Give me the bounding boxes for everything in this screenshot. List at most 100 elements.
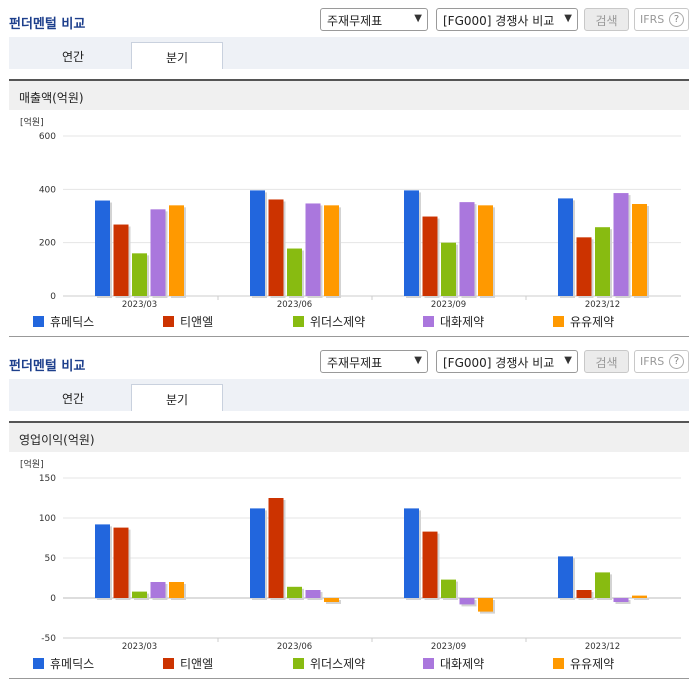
bar[interactable] [613,598,629,602]
bar[interactable] [576,237,592,296]
period-tabs: 연간 분기 [9,379,689,411]
y-tick-label: 100 [39,514,56,524]
legend-label: 대화제약 [440,315,485,329]
search-button[interactable]: 검색 [584,350,629,373]
bar[interactable] [268,199,284,296]
metric-label: 영업이익(억원) [19,433,95,447]
ifrs-help-button[interactable]: IFRS ? [634,8,689,31]
bar[interactable] [324,205,339,296]
section-title: 펀더멘털 비교 [9,17,86,32]
bar[interactable] [478,205,493,296]
bar[interactable] [169,205,184,296]
legend-item[interactable]: 휴메딕스 [33,313,94,330]
legend-item[interactable]: 대화제약 [423,313,484,330]
peer-group-select[interactable]: [FG000] 경쟁사 비교 ▼ [436,350,578,373]
statement-type-select[interactable]: 주재무제표 ▼ [320,350,428,373]
section-header: 펀더멘털 비교 주재무제표 ▼ [FG000] 경쟁사 비교 ▼ 검색 IFRS… [0,342,696,378]
bar[interactable] [459,202,475,296]
bar[interactable] [404,190,419,296]
bar[interactable] [250,508,265,598]
bar[interactable] [478,598,493,612]
section-title: 펀더멘털 비교 [9,359,86,374]
bar[interactable] [150,582,166,598]
x-tick-label: 2023/03 [122,642,157,652]
x-tick-label: 2023/09 [431,300,466,310]
y-tick-label: 0 [50,594,56,604]
x-tick-label: 2023/09 [431,642,466,652]
legend-item[interactable]: 위더스제약 [293,655,365,672]
bar[interactable] [287,248,302,296]
bar[interactable] [95,524,110,598]
legend-swatch [553,658,564,669]
x-tick-label: 2023/06 [277,642,312,652]
chart-legend: 휴메딕스 티앤엘 위더스제약 대화제약 유유제약 [0,655,696,675]
bar[interactable] [250,190,265,296]
bar[interactable] [305,590,321,598]
chevron-down-icon: ▼ [414,13,422,24]
legend-item[interactable]: 티앤엘 [163,655,213,672]
x-tick-label: 2023/12 [585,642,620,652]
bar[interactable] [287,586,302,598]
legend-item[interactable]: 휴메딕스 [33,655,94,672]
bar[interactable] [441,242,456,296]
bar[interactable] [113,527,129,598]
x-tick-label: 2023/06 [277,300,312,310]
bar[interactable] [95,200,110,296]
operating-profit-section: 펀더멘털 비교 주재무제표 ▼ [FG000] 경쟁사 비교 ▼ 검색 IFRS… [0,342,696,684]
bar[interactable] [150,209,166,296]
bar[interactable] [324,598,339,602]
metric-band: 매출액(억원) [9,79,689,110]
bar[interactable] [305,203,321,296]
legend-item[interactable]: 유유제약 [553,655,614,672]
metric-label: 매출액(억원) [19,91,84,105]
legend-swatch [33,316,44,327]
bar[interactable] [632,595,647,598]
legend-label: 휴메딕스 [50,315,95,329]
unit-label: [억원] [20,458,44,470]
bar[interactable] [558,556,573,598]
chevron-down-icon: ▼ [564,13,572,24]
tab-annual[interactable]: 연간 [61,392,85,406]
tab-annual[interactable]: 연간 [61,50,85,64]
legend-item[interactable]: 위더스제약 [293,313,365,330]
legend-label: 휴메딕스 [50,657,95,671]
bar[interactable] [576,590,592,598]
legend-swatch [33,658,44,669]
statement-type-select[interactable]: 주재무제표 ▼ [320,8,428,31]
sales-bar-chart: [억원] 0 200 400 600 2023/03 2023/06 2023/09 2023/… [20,116,681,310]
legend-swatch [553,316,564,327]
bar[interactable] [632,204,647,296]
legend-swatch [423,316,434,327]
unit-label: [억원] [20,116,44,128]
sales-section: 펀더멘털 비교 주재무제표 ▼ [FG000] 경쟁사 비교 ▼ 검색 IFRS… [0,0,696,337]
bar[interactable] [268,498,284,598]
tab-quarterly[interactable]: 분기 [131,384,223,411]
ifrs-help-button[interactable]: IFRS ? [634,350,689,373]
bar[interactable] [558,198,573,296]
tab-quarterly[interactable]: 분기 [131,42,223,69]
bar[interactable] [169,582,184,598]
peer-group-select[interactable]: [FG000] 경쟁사 비교 ▼ [436,8,578,31]
bar[interactable] [595,572,610,598]
section-divider [9,678,689,679]
bar[interactable] [113,224,129,296]
bar[interactable] [459,598,475,605]
period-tabs: 연간 분기 [9,37,689,69]
y-tick-label: -50 [41,634,56,644]
bar[interactable] [132,591,147,598]
bar[interactable] [422,531,438,598]
bar[interactable] [404,508,419,598]
bar[interactable] [613,193,629,296]
legend-item[interactable]: 티앤엘 [163,313,213,330]
legend-item[interactable]: 대화제약 [423,655,484,672]
bar[interactable] [132,253,147,296]
bar[interactable] [422,216,438,296]
bar[interactable] [595,227,610,296]
bar[interactable] [441,579,456,598]
section-header: 펀더멘털 비교 주재무제표 ▼ [FG000] 경쟁사 비교 ▼ 검색 IFRS… [0,0,696,36]
legend-label: 대화제약 [440,657,485,671]
y-tick-label: 0 [50,292,56,302]
search-button[interactable]: 검색 [584,8,629,31]
help-icon: ? [669,354,684,369]
legend-item[interactable]: 유유제약 [553,313,614,330]
